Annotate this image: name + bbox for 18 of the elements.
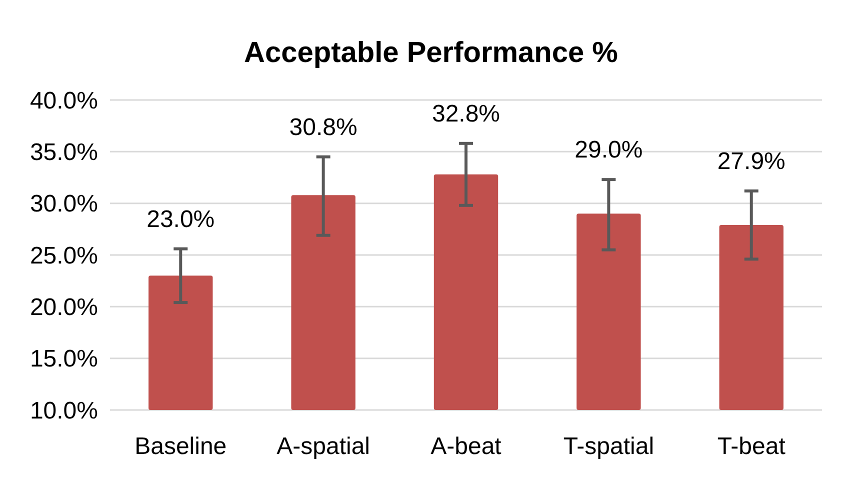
y-tick-label: 15.0% [30,346,98,373]
y-tick-label: 35.0% [30,139,98,166]
x-tick-label: T-spatial [563,433,654,460]
data-label: 30.8% [289,114,358,141]
x-tick-label: A-beat [430,433,502,460]
x-tick-label: Baseline [134,433,227,460]
chart-title: Acceptable Performance % [244,37,618,69]
data-label: 32.8% [432,100,500,128]
data-label: 29.0% [574,136,643,164]
x-tick-label: A-spatial [276,433,370,460]
y-tick-label: 40.0% [30,87,98,114]
data-label: 27.9% [717,148,786,175]
y-tick-label: 25.0% [30,242,98,270]
x-tick-label: T-beat [717,433,786,460]
y-tick-label: 30.0% [30,190,98,218]
y-tick-label: 20.0% [30,294,98,322]
y-tick-label: 10.0% [30,397,98,424]
data-label: 23.0% [146,206,215,233]
